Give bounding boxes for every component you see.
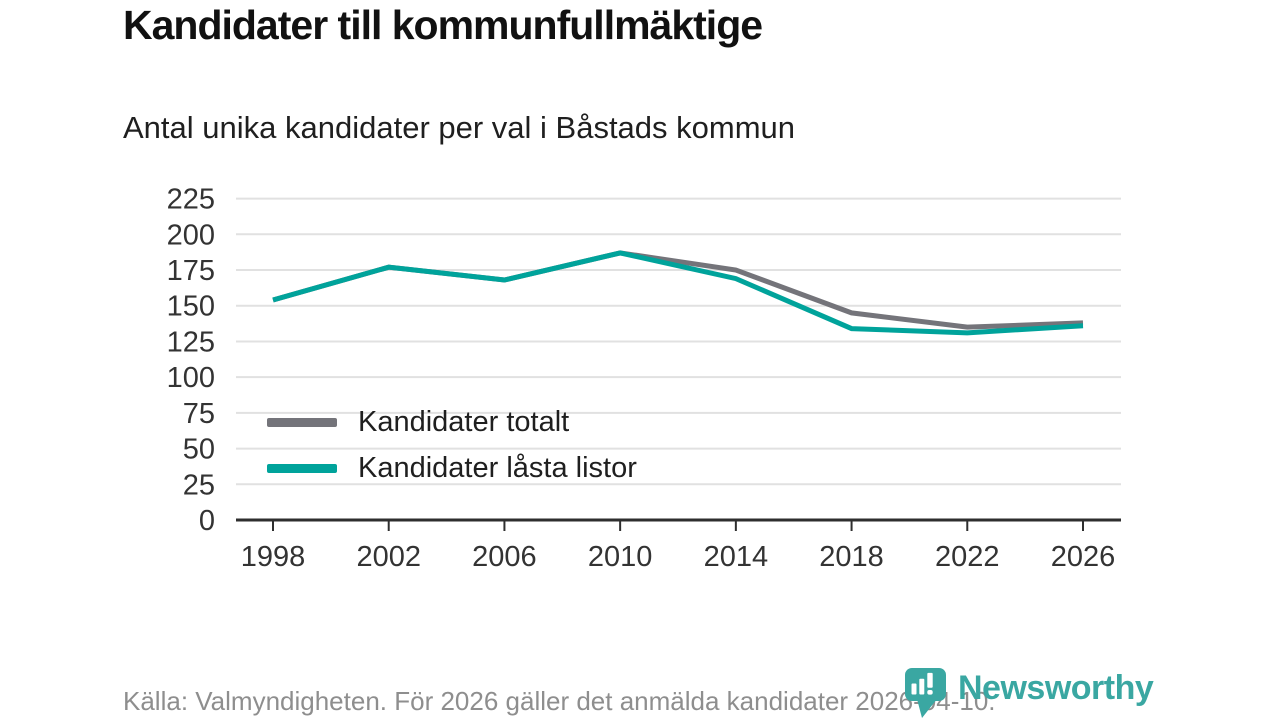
x-tick-label: 2010 <box>588 541 653 573</box>
y-tick-label: 175 <box>167 255 215 287</box>
y-tick-label: 0 <box>199 505 215 537</box>
y-tick-label: 150 <box>167 291 215 323</box>
x-tick-label: 2002 <box>356 541 421 573</box>
page-title: Kandidater till kommunfullmäktige <box>123 2 763 48</box>
series-line-1 <box>272 250 1084 336</box>
y-tick-label: 75 <box>183 398 215 430</box>
x-tick-label: 2006 <box>472 541 537 573</box>
legend-item-totalt: Kandidater totalt <box>267 399 637 445</box>
source-note: Källa: Valmyndigheten. För 2026 gäller d… <box>123 686 996 716</box>
legend-item-lasta-listor: Kandidater låsta listor <box>267 445 637 491</box>
x-tick-label: 2026 <box>1051 541 1116 573</box>
chart-legend: Kandidater totalt Kandidater låsta listo… <box>267 399 637 491</box>
legend-swatch-lasta-listor <box>267 463 337 473</box>
legend-swatch-totalt <box>267 417 337 427</box>
x-tick-label: 1998 <box>241 541 306 573</box>
x-tick-label: 2018 <box>819 541 884 573</box>
chart-subtitle: Antal unika kandidater per val i Båstads… <box>123 110 796 145</box>
bar-chart-speech-bubble-icon <box>905 668 946 718</box>
x-tick-label: 2014 <box>704 541 769 573</box>
legend-label-lasta-listor: Kandidater låsta listor <box>358 451 637 484</box>
y-tick-label: 200 <box>167 219 215 251</box>
y-tick-label: 100 <box>167 362 215 394</box>
legend-label-totalt: Kandidater totalt <box>358 405 570 438</box>
y-tick-label: 25 <box>183 469 215 501</box>
y-tick-label: 225 <box>167 184 215 216</box>
y-tick-label: 50 <box>183 434 215 466</box>
newsworthy-logo: Newsworthy <box>903 666 1154 720</box>
x-tick-label: 2022 <box>935 541 1000 573</box>
y-tick-label: 125 <box>167 326 215 358</box>
newsworthy-logo-text: Newsworthy <box>958 669 1154 707</box>
